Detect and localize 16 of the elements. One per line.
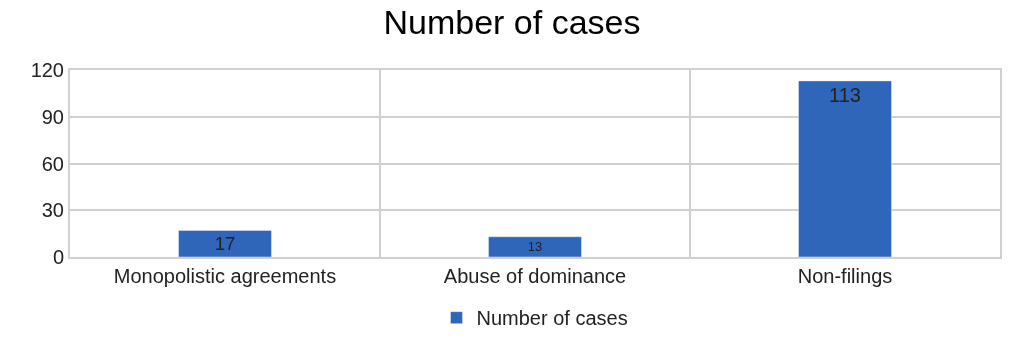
x-tick-label: Non-filings xyxy=(797,265,893,287)
data-label: 13 xyxy=(527,239,543,255)
bar xyxy=(488,236,582,257)
x-tick-label: Abuse of dominance xyxy=(443,265,627,287)
y-tick-label: 90 xyxy=(41,105,64,128)
x-tick-label: Monopolistic agreements xyxy=(113,265,337,287)
data-label: 17 xyxy=(214,233,236,255)
bar xyxy=(178,230,272,257)
y-tick-label: 30 xyxy=(41,199,64,222)
legend-label: Number of cases xyxy=(476,307,628,330)
y-tick-label: 0 xyxy=(52,246,64,268)
y-tick-label: 60 xyxy=(41,152,64,175)
y-tick-label: 120 xyxy=(30,59,64,81)
data-label: 113 xyxy=(829,83,861,106)
bar xyxy=(798,80,892,257)
chart-title: Number of cases xyxy=(383,3,641,42)
